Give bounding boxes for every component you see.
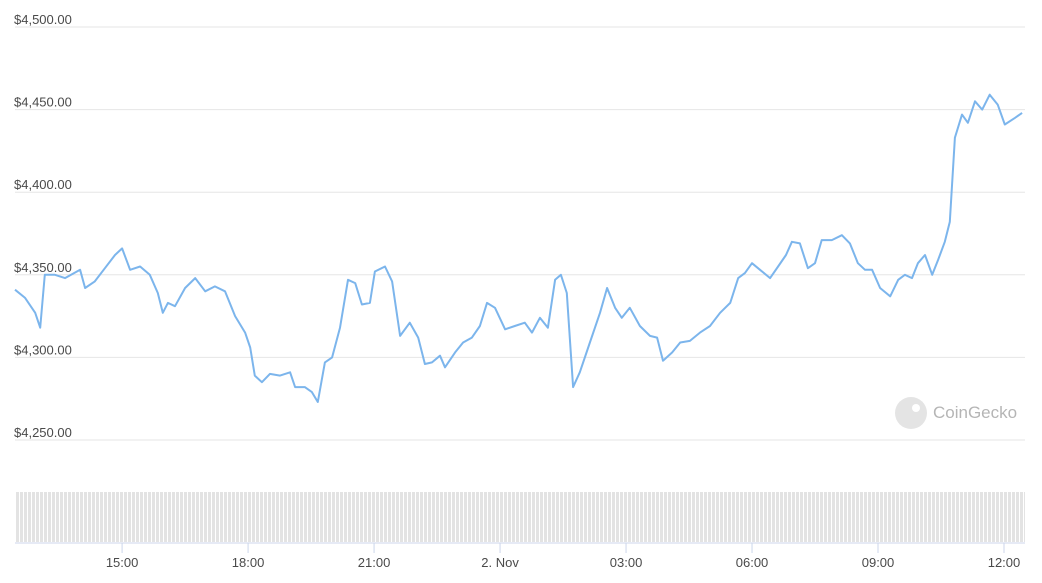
watermark: CoinGecko xyxy=(895,397,1017,429)
volume-strip xyxy=(15,492,1025,542)
y-tick-label: $4,450.00 xyxy=(14,95,72,110)
y-tick-label: $4,500.00 xyxy=(14,12,72,27)
watermark-text: CoinGecko xyxy=(933,403,1017,422)
y-tick-label: $4,350.00 xyxy=(14,260,72,275)
y-tick-label: $4,250.00 xyxy=(14,425,72,440)
y-tick-label: $4,300.00 xyxy=(14,342,72,357)
y-tick-label: $4,400.00 xyxy=(14,177,72,192)
x-tick-label: 06:00 xyxy=(736,555,769,570)
x-tick-label: 15:00 xyxy=(106,555,139,570)
x-tick-label: 09:00 xyxy=(862,555,895,570)
x-tick-label: 18:00 xyxy=(232,555,265,570)
price-line xyxy=(14,93,1023,403)
x-tick-label: 12:00 xyxy=(988,555,1021,570)
x-tick-label: 21:00 xyxy=(358,555,391,570)
x-tick-label: 2. Nov xyxy=(481,555,519,570)
x-tick-label: 03:00 xyxy=(610,555,643,570)
